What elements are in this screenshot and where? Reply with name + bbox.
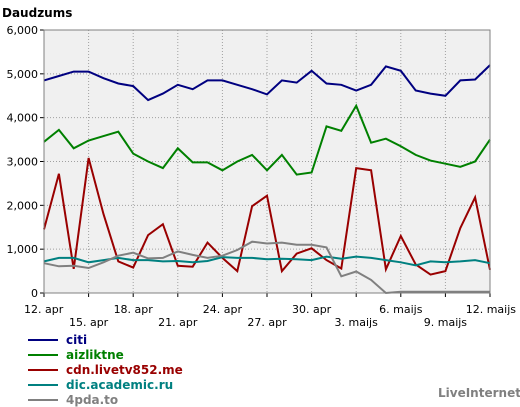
x-tick-label: 30. apr: [292, 303, 332, 316]
y-axis: 0 1,000 2,000 3,000 4,000 5,000 6,000: [7, 24, 44, 300]
legend-item-dic-academic: dic.academic.ru: [28, 377, 183, 392]
chart-title: Daudzums: [2, 6, 72, 20]
y-tick-label: 2,000: [7, 199, 39, 212]
legend-item-cdn-livetv: cdn.livetv852.me: [28, 362, 183, 377]
x-tick-label: 15. apr: [69, 316, 109, 329]
plot-border: [43, 29, 491, 294]
x-tick-label: 21. apr: [158, 316, 198, 329]
legend-label: dic.academic.ru: [66, 377, 174, 392]
legend-item-aizliktne: aizliktne: [28, 347, 183, 362]
x-tick-label: 3. maijs: [335, 316, 379, 329]
y-tick-label: 6,000: [7, 24, 39, 37]
legend-swatch: [28, 338, 58, 341]
x-tick-label: 24. apr: [203, 303, 243, 316]
x-tick-label: 9. maijs: [424, 316, 468, 329]
x-tick-label: 12. apr: [24, 303, 64, 316]
y-tick-label: 5,000: [7, 68, 39, 81]
legend-label: aizliktne: [66, 347, 124, 362]
legend-item-4pda: 4pda.to: [28, 392, 183, 407]
series-line-citi: [43, 64, 491, 102]
legend-swatch: [28, 398, 58, 401]
series-line-4pda-to: [43, 240, 490, 295]
legend-item-citi: citi: [28, 332, 183, 347]
legend-swatch: [28, 368, 58, 371]
y-tick-label: 1,000: [7, 243, 39, 256]
y-tick-label: 0: [31, 287, 38, 300]
x-tick-label: 27. apr: [247, 316, 287, 329]
x-tick-label: 18. apr: [114, 303, 154, 316]
x-axis: 12. apr 15. apr 18. apr 21. apr 24. apr 27. a…: [24, 293, 516, 329]
line-chart: Daudzums 0 1,000 2,000 3,000 4,000 5,000 6,000…: [2, 6, 516, 329]
x-tick-label: 6. maijs: [379, 303, 423, 316]
legend-label: citi: [66, 332, 88, 347]
legend: citi aizliktne cdn.livetv852.me dic.acad…: [28, 332, 183, 407]
legend-label: 4pda.to: [66, 392, 119, 407]
legend-swatch: [28, 383, 58, 386]
series-line-aizliktne: [43, 103, 491, 176]
legend-swatch: [28, 353, 58, 356]
x-tick-label: 12. maijs: [466, 303, 517, 316]
series-lines: [43, 64, 491, 295]
credit-label: LiveInternet: [438, 386, 520, 400]
y-tick-label: 4,000: [7, 112, 39, 125]
legend-label: cdn.livetv852.me: [66, 362, 183, 377]
y-tick-label: 3,000: [7, 156, 39, 169]
series-line-dic-academic-ru: [43, 255, 491, 267]
